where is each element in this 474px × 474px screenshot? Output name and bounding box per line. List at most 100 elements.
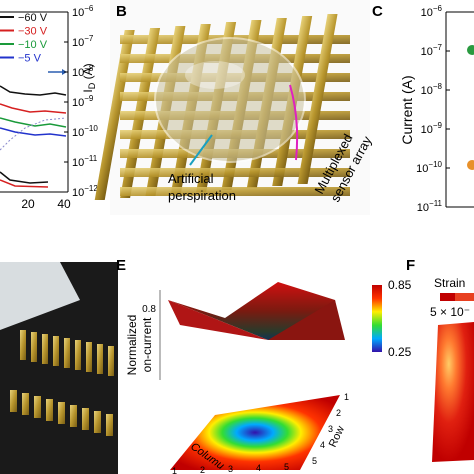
droplet [154,37,306,163]
axis-label: (A) [81,63,95,82]
curve [0,85,67,96]
strip [97,344,103,374]
panel-label: E [116,257,126,274]
tick-base: 10 [421,7,433,19]
tick-base: 10 [416,163,428,175]
strip [31,332,37,362]
tick-base: 10 [72,187,84,199]
panel-e: E Normalized on-current 0.8 0.85 0.25 Co… [116,257,412,474]
tick-label: 20 [21,197,35,211]
strip [108,346,114,376]
tick-label: 10−11 [417,199,443,214]
panel-b: B Artificial perspiration Multiplexed se… [94,0,375,215]
strip [106,414,113,436]
tick-exp: −10 [84,124,98,133]
strip [120,187,350,196]
strip [94,411,101,433]
tick-exp: −8 [433,82,443,91]
tick-base: 10 [421,85,433,97]
tick-label: 10−7 [72,34,94,49]
strip [70,405,77,427]
dot [467,45,474,55]
glove [0,262,80,330]
strip [22,393,29,415]
legend-label: −5 V [18,53,42,65]
strip [82,408,89,430]
tick-label: 4 [256,463,261,473]
colorbar [372,285,382,352]
curve [0,179,49,188]
bracket [289,84,299,161]
curve [0,103,67,114]
strain-map [432,322,474,462]
legend-label: −60 V [18,12,48,24]
tick-exp: −9 [433,121,443,130]
tick-exp: −11 [84,154,98,163]
tick-exp: −7 [433,43,443,52]
strip [297,14,338,184]
axis-label: on-current [140,317,154,372]
strip [10,390,17,412]
tick-exp: −10 [428,160,442,169]
strip [94,30,135,200]
panel-label: B [116,3,127,20]
strip [64,338,70,368]
strip [34,396,41,418]
tick-label: 10−7 [421,43,443,58]
tick-label: 0.85 [388,278,412,292]
tick-label: 10−6 [72,4,94,19]
axis-label: I [81,89,95,92]
tick-base: 10 [72,97,84,109]
panel-d [0,262,118,474]
sensor-strips [10,330,114,436]
panel-label: F [406,257,415,274]
legend-title: Strain [434,276,465,290]
surface [168,300,268,340]
tick-base: 10 [72,67,84,79]
tick-base: 10 [72,157,84,169]
strip [58,402,65,424]
tick-base: 10 [72,127,84,139]
axis-label: ID (A) [81,63,97,92]
tick-label: 10−6 [421,4,443,19]
axis-label: D [87,82,97,89]
tick-label: 3 [328,424,333,434]
tick-label: 10−8 [421,82,443,97]
tick-label: 4 [320,440,325,450]
curve [0,117,67,151]
tick-label: 2 [200,465,205,474]
legend-value: 5 × 10⁻ [430,305,470,319]
legend-bar [455,293,474,301]
pointer [189,134,213,166]
tick-label: 5 [284,462,289,472]
axis-label: Current (A) [399,75,415,144]
strip [120,168,350,177]
tick-exp: −6 [84,4,94,13]
tick-label: 1 [344,392,349,402]
dot [467,160,474,170]
axis-label: Normalized [125,315,139,376]
tick-exp: −7 [84,34,94,43]
tick-label: 10−9 [421,121,443,136]
tick-base: 10 [417,202,429,214]
tick-base: 10 [421,46,433,58]
strip [20,330,26,360]
tick-exp: −6 [433,4,443,13]
annotation: perspiration [168,188,236,203]
tick-label: 0.25 [388,345,412,359]
tick-label: 0.8 [142,304,156,315]
legend-label: −10 V [18,39,48,51]
curve [0,127,67,137]
tick-label: 10−9 [72,94,94,109]
annotation: Artificial [168,171,214,186]
tick-label: 5 [312,456,317,466]
tick-label: 10−11 [72,154,98,169]
highlight [185,61,245,89]
tick-exp: −12 [84,184,98,193]
panel-f: F Strain 5 × 10⁻ [406,257,474,462]
legend-label: −30 V [18,26,48,38]
strip [53,336,59,366]
tick-base: 10 [72,37,84,49]
strip [75,340,81,370]
